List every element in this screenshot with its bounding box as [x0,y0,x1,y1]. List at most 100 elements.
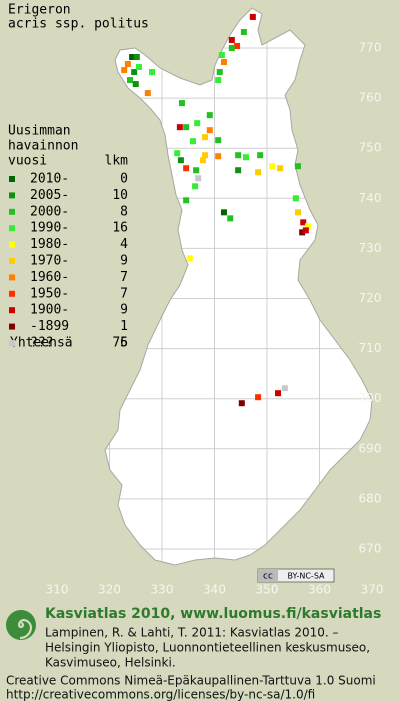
observation [220,209,227,216]
y-tick-label: 700 [359,391,382,405]
observation [135,64,142,71]
legend-label: 1970- [30,254,69,269]
legend-swatch [9,258,15,264]
y-tick-label: 680 [359,491,382,505]
x-tick-label: 340 [203,583,226,597]
license: Creative Commons Nimeä-Epäkaupallinen-Ta… [6,674,376,688]
observation [202,152,209,159]
legend-count: 7 [120,286,128,301]
observation [133,54,140,61]
legend-heading: Uusimman [8,124,71,139]
observation [216,69,223,76]
legend-swatch [9,225,15,232]
observation [215,77,222,84]
observation [202,134,209,141]
legend-heading: vuosi [8,154,47,169]
observation [228,36,235,43]
observation [294,163,301,170]
legend-label: 2000- [30,204,69,219]
observation [275,390,282,397]
legend-swatch [9,192,15,199]
legend-count: 16 [112,221,128,236]
observation [193,167,200,174]
legend-count: 4 [120,237,128,252]
observation [255,169,262,176]
observation [177,157,184,164]
citation: Lampinen, R. & Lahti, T. 2011: Kasviatla… [45,626,339,640]
badge-left [258,569,278,582]
observation [195,175,202,182]
x-tick-label: 360 [308,583,331,597]
legend-label: 1990- [30,221,69,236]
legend-count-heading: lkm [105,154,129,169]
observation [235,152,242,159]
observation [144,90,151,97]
observation [129,54,136,61]
observation [131,69,138,76]
observation [269,163,276,170]
footer-headline: Kasviatlas 2010, www.luomus.fi/kasviatla… [45,606,381,622]
x-tick-label: 370 [361,583,384,597]
legend-total-label: Yhteensä [10,336,73,351]
x-tick-label: 320 [98,583,121,597]
observation [304,223,311,230]
legend-count: 5 [120,336,128,351]
observation [255,394,262,401]
title: acris ssp. politus [8,17,149,32]
x-tick-label: 310 [46,583,69,597]
legend-total: 76 [112,336,128,351]
observation [300,219,307,226]
citation: Kasvimuseo, Helsinki. [45,656,176,670]
observation [227,215,234,222]
observation [126,77,133,84]
axis-labels: 310 320 330 340 350 360 3706706806907007107207… [46,41,384,597]
legend-label: 1980- [30,237,69,252]
legend-swatch [9,176,15,182]
observation [192,183,199,190]
license: http://creativecommons.org/licenses/by-n… [6,688,315,702]
observation [277,165,284,172]
y-tick-label: 690 [359,441,382,455]
observations [121,13,311,407]
observation [183,197,190,204]
observation [124,61,131,68]
badge-text: BY-NC-SA [287,572,325,581]
legend-swatch [9,323,15,330]
observation [281,385,288,392]
observation [178,100,185,107]
y-tick-label: 730 [359,241,382,255]
observation [228,45,235,51]
observation [194,120,201,127]
legend-count: 9 [120,254,128,269]
observation [149,69,156,76]
legend-swatch [9,241,15,248]
observation [176,124,183,131]
observation [292,195,299,202]
logo-spiral [17,618,33,640]
y-tick-label: 720 [359,291,382,305]
y-tick-label: 670 [359,542,382,556]
observation [218,52,225,59]
observation [220,59,227,66]
observation [174,150,181,157]
cc-badge: cc BY-NC-SA [257,568,335,583]
observation [121,67,128,74]
observation [215,137,222,144]
legend-count: 10 [112,188,128,203]
legend-count: 0 [120,172,128,187]
legend-label: 1960- [30,270,69,285]
observation [183,124,190,131]
y-tick-label: 710 [359,341,382,355]
legend-swatch [9,290,15,297]
legend-count: 9 [120,303,128,318]
legend-swatch [9,307,15,314]
observation [243,154,249,161]
legend-label: 2005- [30,188,69,203]
observation [186,255,193,262]
legend: Uusimman havainnon vuosi lkm Yhteensä 76… [8,124,128,351]
observation [302,227,309,234]
legend-count: 1 [120,319,128,334]
observation [299,229,306,236]
legend-label: -1899 [30,319,69,334]
